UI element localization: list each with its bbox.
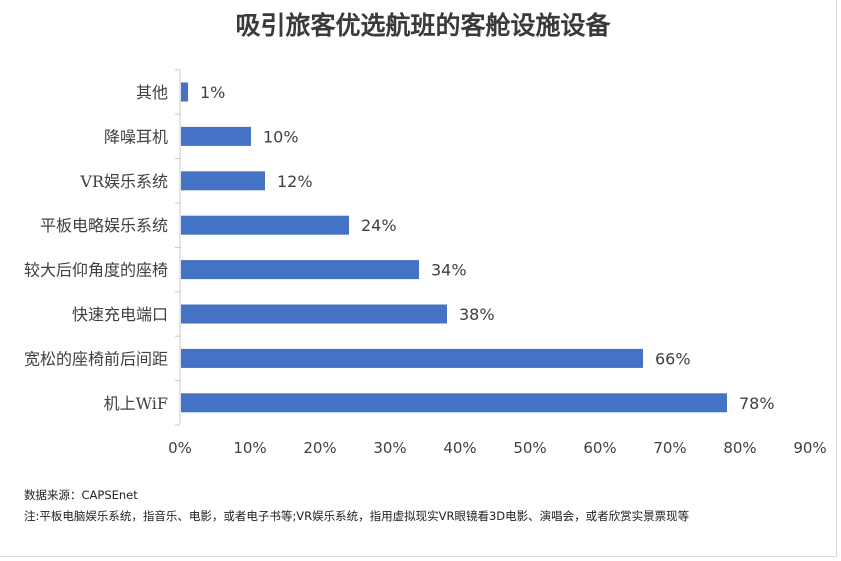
x-tick-label: 80% xyxy=(723,439,756,457)
category-label: 降噪耳机 xyxy=(104,127,168,146)
footnote: 注:平板电脑娱乐系统，指音乐、电影，或者电子书等;VR娱乐系统，指用虚拟现实VR… xyxy=(24,509,689,523)
data-label: 38% xyxy=(459,305,495,324)
x-tick-label: 50% xyxy=(513,439,546,457)
x-tick-label: 40% xyxy=(443,439,476,457)
data-label: 34% xyxy=(431,261,467,280)
category-label: VR娱乐系统 xyxy=(79,172,168,191)
data-label: 12% xyxy=(277,172,313,191)
bar xyxy=(181,348,643,368)
x-tick-label: 20% xyxy=(303,439,336,457)
x-tick-label: 70% xyxy=(653,439,686,457)
bar xyxy=(181,260,419,280)
bar xyxy=(181,126,251,146)
data-label: 10% xyxy=(263,127,299,146)
bar xyxy=(181,82,188,102)
category-label: 快速充电端口 xyxy=(72,305,168,324)
bar xyxy=(181,171,265,191)
value-axis-ticks: 0% 10% 20% 30% 40% 50% 60% 70% 80% 90% xyxy=(168,439,827,457)
source-note: 数据来源：CAPSEnet xyxy=(24,488,138,502)
data-label: 66% xyxy=(655,349,691,368)
category-label: 其他 xyxy=(136,83,168,102)
x-tick-label: 10% xyxy=(233,439,266,457)
x-tick-label: 30% xyxy=(373,439,406,457)
data-label: 24% xyxy=(361,216,397,235)
data-label: 78% xyxy=(739,394,775,413)
x-tick-label: 90% xyxy=(793,439,826,457)
data-labels: 1% 10% 12% 24% 34% 38% 66% 78% xyxy=(200,83,775,413)
x-tick-label: 0% xyxy=(168,439,192,457)
bars xyxy=(181,82,727,413)
bar xyxy=(181,393,727,413)
chart-title: 吸引旅客优选航班的客舱设施设备 xyxy=(235,11,611,40)
bar xyxy=(181,304,447,324)
bar xyxy=(181,215,349,235)
category-label: 机上WiF xyxy=(104,394,168,413)
category-label: 平板电略娱乐系统 xyxy=(40,216,168,235)
data-label: 1% xyxy=(200,83,225,102)
category-label: 较大后仰角度的座椅 xyxy=(24,261,168,280)
category-label: 宽松的座椅前后间距 xyxy=(24,349,168,368)
x-tick-label: 60% xyxy=(583,439,616,457)
